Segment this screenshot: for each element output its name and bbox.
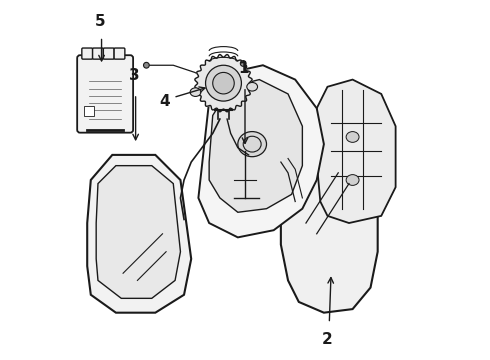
- Ellipse shape: [213, 72, 234, 94]
- Ellipse shape: [190, 88, 201, 96]
- Ellipse shape: [346, 132, 359, 142]
- Polygon shape: [198, 65, 324, 237]
- Ellipse shape: [247, 82, 258, 91]
- Text: 3: 3: [128, 68, 139, 83]
- Polygon shape: [317, 80, 395, 223]
- FancyBboxPatch shape: [93, 48, 103, 59]
- Text: 5: 5: [95, 14, 105, 30]
- Ellipse shape: [205, 65, 242, 101]
- Polygon shape: [281, 144, 378, 313]
- FancyBboxPatch shape: [103, 48, 114, 59]
- Polygon shape: [96, 166, 180, 298]
- FancyBboxPatch shape: [82, 48, 93, 59]
- Text: 2: 2: [322, 332, 333, 347]
- FancyBboxPatch shape: [114, 48, 125, 59]
- Polygon shape: [195, 54, 252, 112]
- Polygon shape: [209, 80, 302, 212]
- Polygon shape: [87, 155, 191, 313]
- Ellipse shape: [240, 60, 246, 66]
- Ellipse shape: [238, 132, 267, 157]
- FancyBboxPatch shape: [84, 106, 94, 116]
- Ellipse shape: [346, 175, 359, 185]
- Ellipse shape: [144, 62, 149, 68]
- FancyBboxPatch shape: [77, 55, 133, 133]
- Text: 4: 4: [159, 94, 170, 109]
- Text: 1: 1: [238, 61, 248, 76]
